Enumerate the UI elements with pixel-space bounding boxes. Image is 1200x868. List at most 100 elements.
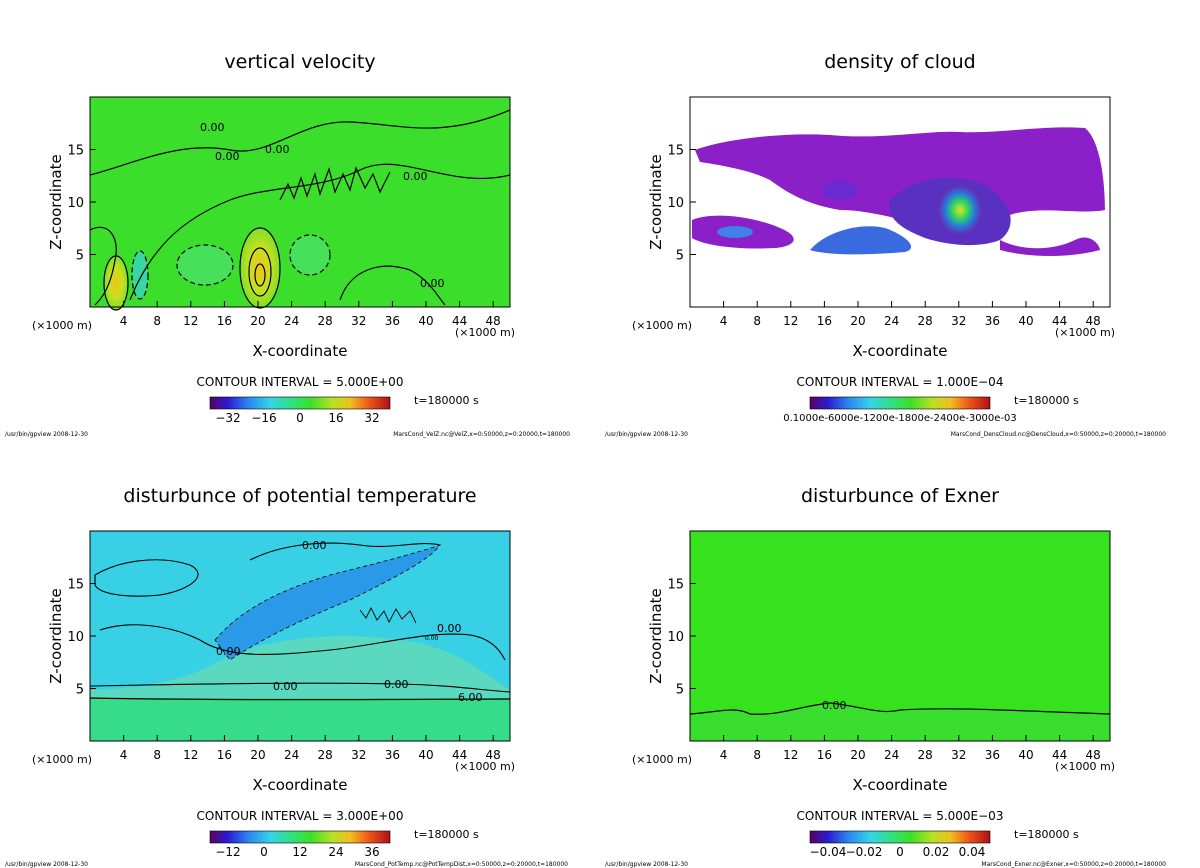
velocity-trough-2 [176, 244, 234, 286]
panel-vertical-velocity: vertical velocity 0.00 0.00 0.00 0.00 0.… [5, 51, 570, 438]
velocity-peak-inner [248, 247, 272, 297]
y-tick-label: 5 [76, 249, 84, 264]
colorbar-tick-label: −12 [215, 845, 240, 859]
cloud-blob-1 [717, 226, 753, 238]
x-tick-label: 8 [153, 748, 161, 762]
x-tick-label: 36 [985, 314, 1000, 328]
contour-label: 0.00 [420, 277, 445, 290]
x-tick-label: 32 [951, 314, 966, 328]
x-tick-label: 8 [153, 314, 161, 328]
y-tick-labels: 5 10 15 [667, 144, 696, 264]
y-tick-label: 5 [676, 683, 684, 698]
contour-label: 0.00 [822, 699, 847, 712]
x-axis-label: X-coordinate [853, 776, 948, 794]
y-axis-label: Z-coordinate [47, 588, 65, 683]
velocity-peak [239, 227, 281, 309]
x-tick-label: 28 [918, 748, 933, 762]
y-tick-labels: 5 10 15 [67, 144, 96, 264]
contour-zero-b [129, 163, 511, 301]
x-tick-label: 32 [351, 314, 366, 328]
x-unit-right: (×1000 m) [455, 760, 515, 773]
contour-mid [99, 624, 506, 661]
colorbar-ticks: −32 −16 0 16 32 [215, 411, 379, 425]
colorbar-tick-label: −0.02 [846, 845, 883, 859]
colorbar-tick-label: 0.04 [959, 845, 986, 859]
footer-right: MarsCond_Exner.nc@Exner,x=0:50000,z=0:20… [981, 861, 1166, 868]
x-unit-right: (×1000 m) [455, 326, 515, 339]
contour-zero [689, 702, 1111, 715]
footer-left: /usr/bin/gpview 2008-12-30 [605, 861, 688, 868]
x-tick-label: 36 [985, 748, 1000, 762]
x-tick-label: 44 [452, 748, 467, 762]
colorbar-tick-label: −32 [215, 411, 240, 425]
contour-zero-a [89, 109, 511, 176]
x-unit-left: (×1000 m) [632, 319, 692, 332]
contour-label: 0.00 [403, 170, 428, 183]
x-tick-label: 16 [217, 314, 232, 328]
plot-background [690, 531, 1110, 741]
velocity-trough-1 [131, 250, 149, 300]
colorbar [209, 830, 391, 844]
colorbar-tick-label: 36 [364, 845, 379, 859]
contour-bottom-1 [89, 682, 511, 693]
contour-noise [359, 606, 417, 624]
x-tick-label: 20 [250, 314, 265, 328]
contour-label: 0.00 [302, 539, 327, 552]
footer-right: MarsCond_VelZ.nc@VelZ,x=0:50000,z=0:2000… [393, 431, 570, 438]
x-axis-label: X-coordinate [253, 776, 348, 794]
contour-label: 0.00 [215, 150, 240, 163]
chart-title: disturbunce of potential temperature [123, 485, 476, 507]
x-unit-left: (×1000 m) [632, 753, 692, 766]
footer-right: MarsCond_PotTemp.nc@PotTempDist,x=0:5000… [355, 861, 568, 868]
field-decoration [89, 542, 511, 741]
warm-band [90, 635, 510, 698]
contour-label: 0.00 [273, 680, 298, 693]
x-axis-label: X-coordinate [853, 342, 948, 360]
x-tick-label: 48 [1086, 314, 1101, 328]
x-tick-label: 48 [486, 748, 501, 762]
x-tick-label: 12 [183, 314, 198, 328]
contour-label: 0.00 [384, 678, 409, 691]
cloud-field [692, 127, 1105, 256]
contour-labels: 0.00 [822, 699, 847, 712]
colorbar-tick-label: 0.02 [923, 845, 950, 859]
x-tick-label: 36 [385, 314, 400, 328]
x-tick-label: 48 [1086, 748, 1101, 762]
contour-label: 0.00 [216, 645, 241, 658]
velocity-trough-3 [289, 234, 331, 276]
footer-left: /usr/bin/gpview 2008-12-30 [605, 431, 688, 438]
x-tick-label: 4 [120, 314, 128, 328]
x-tick-label: 16 [817, 748, 832, 762]
x-tick-label: 20 [250, 748, 265, 762]
contour-left [94, 559, 199, 597]
y-tick-label: 5 [676, 249, 684, 264]
y-tick-label: 15 [67, 578, 84, 593]
x-unit-right: (×1000 m) [1055, 760, 1115, 773]
x-tick-label: 12 [783, 748, 798, 762]
footer-left: /usr/bin/gpview 2008-12-30 [5, 861, 88, 868]
colorbar-ticks: −12 0 12 24 36 [215, 845, 379, 859]
y-tick-labels: 5 10 15 [67, 578, 96, 698]
contour-interval: CONTOUR INTERVAL = 5.000E−03 [797, 809, 1004, 823]
x-tick-label: 8 [753, 748, 761, 762]
x-tick-label: 32 [951, 748, 966, 762]
x-tick-label: 40 [418, 314, 433, 328]
x-tick-label: 4 [720, 748, 728, 762]
x-unit-right: (×1000 m) [1055, 326, 1115, 339]
contour-label: 0.00 [437, 622, 462, 635]
y-tick-label: 10 [67, 196, 84, 211]
colorbar-tick-label: 12 [292, 845, 307, 859]
colorbar-tick-label: 0 [260, 845, 268, 859]
panel-exner: disturbunce of Exner 0.00 Z-coordinate X… [605, 485, 1166, 868]
x-tick-label: 16 [217, 748, 232, 762]
chart-title: disturbunce of Exner [801, 485, 999, 507]
x-tick-label: 12 [183, 748, 198, 762]
x-tick-label: 40 [1018, 748, 1033, 762]
y-tick-label: 10 [67, 630, 84, 645]
x-tick-label: 44 [1052, 748, 1067, 762]
y-axis-label: Z-coordinate [647, 154, 665, 249]
chart-title: density of cloud [824, 51, 976, 73]
x-tick-label: 28 [318, 314, 333, 328]
x-tick-labels: 4 8 12 16 20 24 28 32 36 40 44 48 [120, 735, 501, 762]
contour-label: 0.00 [425, 635, 439, 642]
